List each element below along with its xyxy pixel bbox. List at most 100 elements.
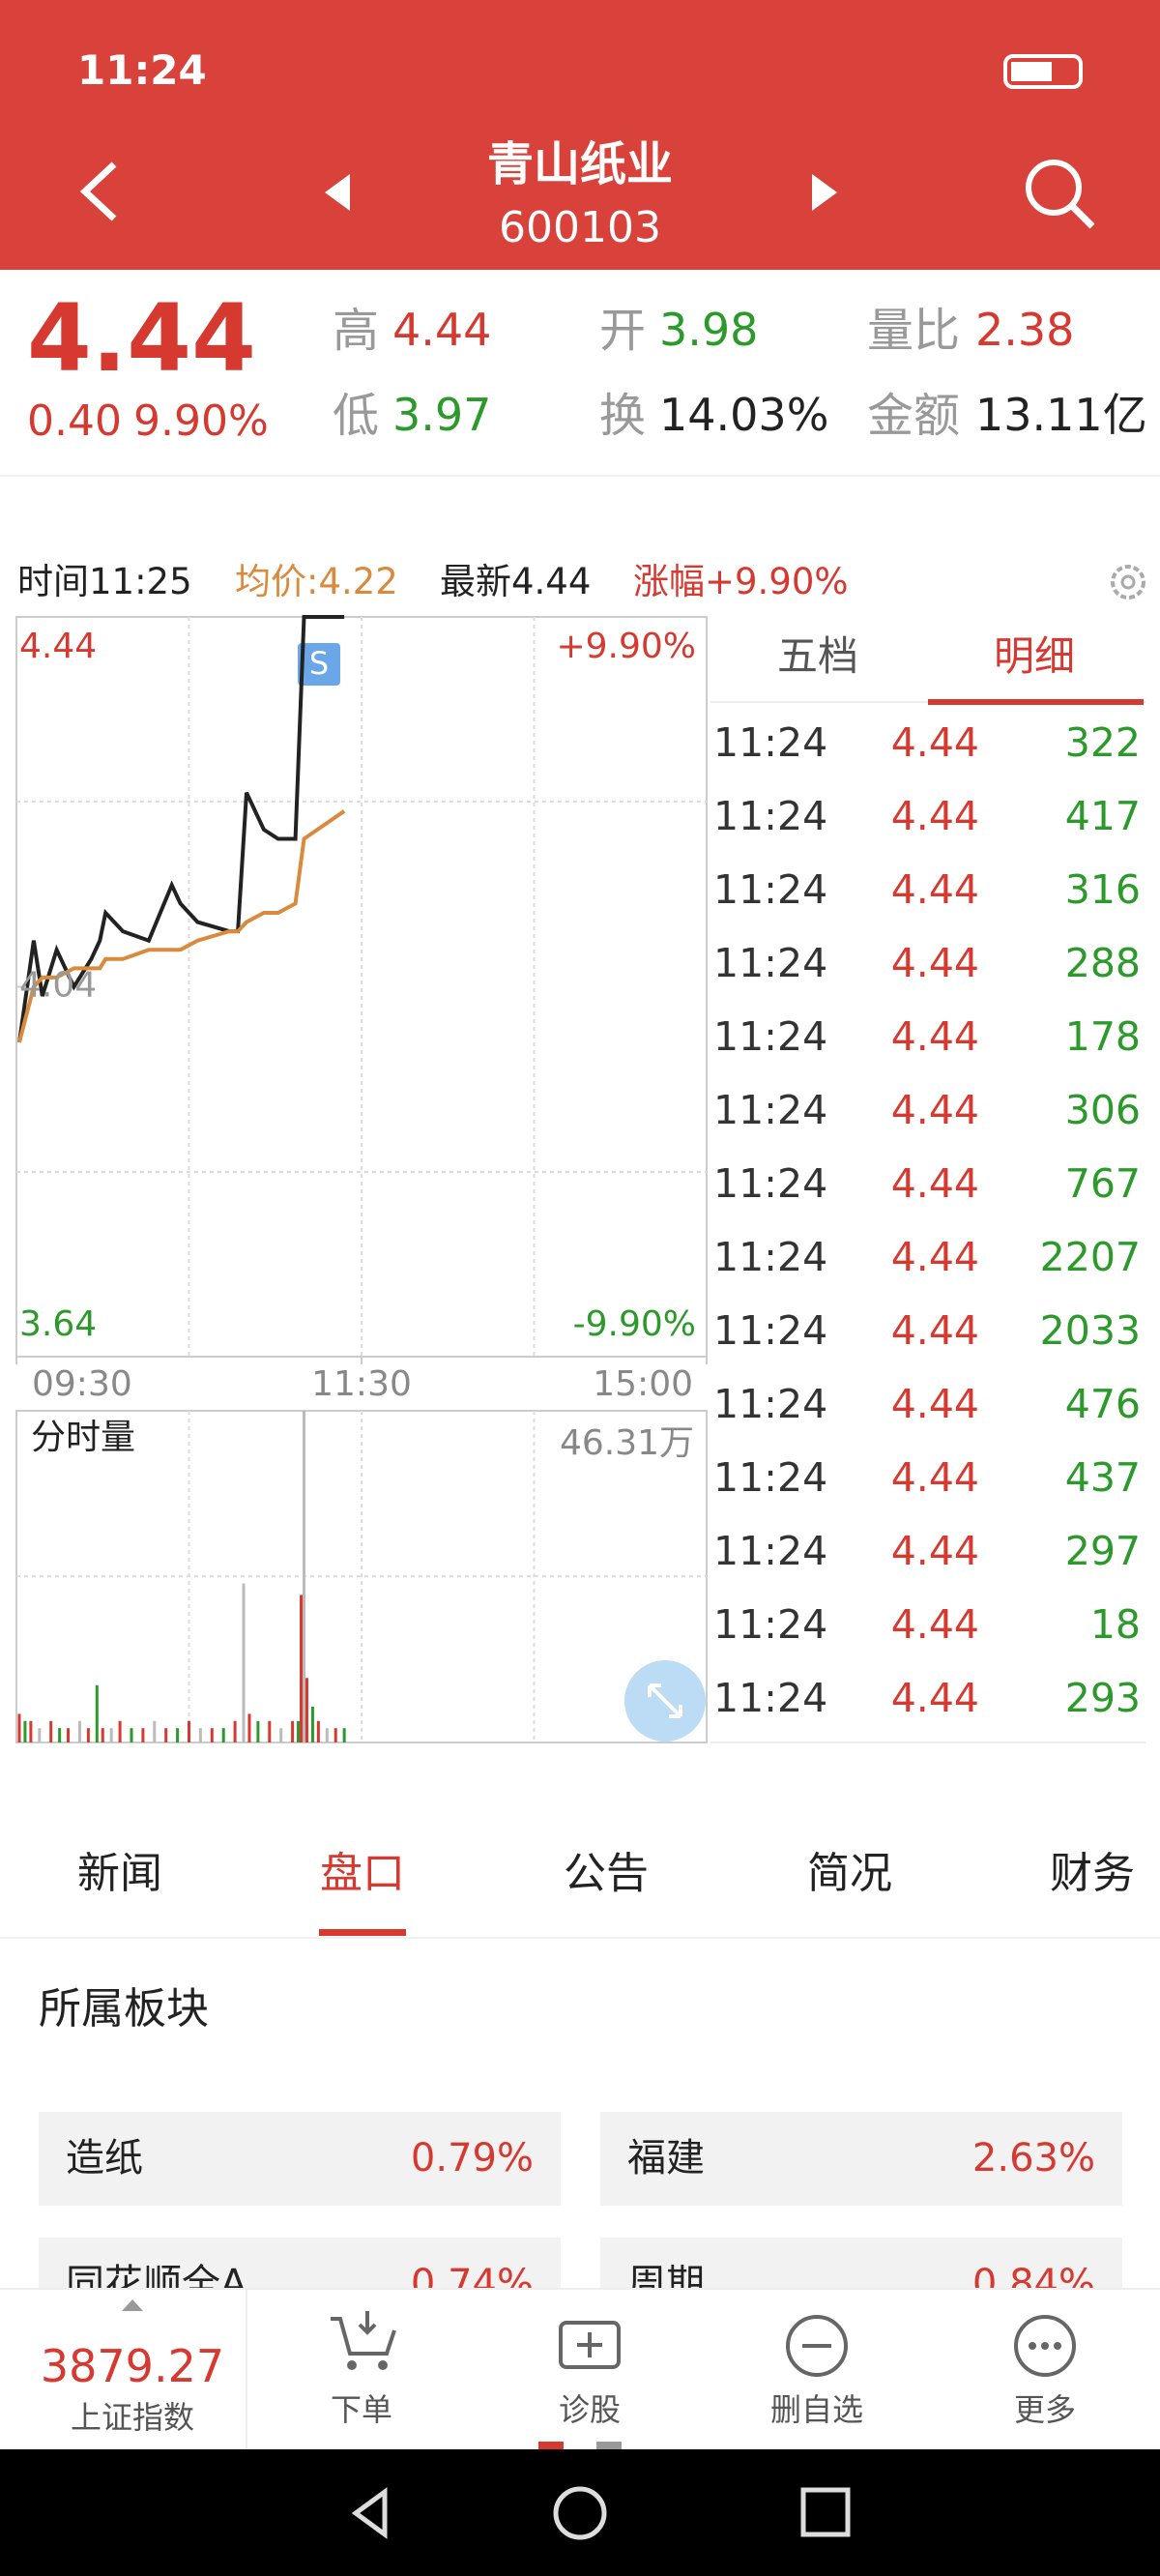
bottom-bar — [0, 2288, 1160, 2451]
trade-time: 11:24 — [713, 1234, 828, 1280]
volume-bar — [77, 1720, 81, 1742]
volume-bar — [210, 1728, 214, 1742]
y-tick-label: 3.64 — [19, 1304, 97, 1344]
volume-bar — [310, 1706, 314, 1742]
header — [0, 0, 1160, 270]
trade-volume: 297 — [1064, 1528, 1141, 1574]
volume-bar — [342, 1728, 346, 1742]
trade-price: 4.44 — [890, 1601, 979, 1648]
trade-price: 4.44 — [890, 940, 979, 986]
trade-time: 11:24 — [713, 1528, 828, 1574]
prev-stock[interactable] — [325, 174, 350, 211]
y-tick-label: 4.04 — [19, 966, 97, 1006]
trade-volume: 417 — [1064, 793, 1141, 839]
stat-label: 低 — [333, 389, 380, 443]
stat-label: 开 — [599, 304, 647, 358]
info-time: 时间11:25 — [17, 561, 192, 602]
nav-recent[interactable] — [800, 2487, 851, 2537]
trade-time: 11:24 — [713, 719, 828, 766]
volume-bar — [268, 1720, 272, 1742]
volume-max: 46.31万 — [560, 1423, 694, 1463]
search[interactable] — [1026, 160, 1082, 216]
detail-panel-frame — [710, 699, 1146, 1743]
stat-label: 量比 — [867, 304, 961, 358]
trade-volume: 322 — [1064, 719, 1141, 766]
volume-bar — [67, 1728, 71, 1742]
sector-title: 所属板块 — [39, 1984, 209, 2034]
volume-bar — [325, 1728, 329, 1742]
svg-text:S: S — [309, 645, 329, 682]
trade-volume: 288 — [1064, 940, 1141, 986]
sector-card[interactable] — [600, 2112, 1122, 2206]
volume-bar — [109, 1728, 113, 1742]
trade-price: 4.44 — [890, 793, 979, 839]
trade-time: 11:24 — [713, 1087, 828, 1133]
sector-name: 福建 — [627, 2136, 705, 2181]
volume-bar — [101, 1728, 104, 1742]
change-pct: 9.90% — [133, 396, 269, 446]
sector-card[interactable] — [39, 2112, 561, 2206]
y2-label: -9.90% — [573, 1304, 696, 1344]
volume-bar — [334, 1728, 337, 1742]
index-name: 上证指数 — [70, 2399, 195, 2436]
index-value[interactable]: 3879.27 — [40, 2340, 225, 2392]
trade-price: 4.44 — [890, 866, 979, 913]
volume-bar — [300, 1595, 304, 1742]
trade-price: 4.44 — [890, 1013, 979, 1060]
volume-bar — [29, 1720, 33, 1742]
tab[interactable]: 简况 — [807, 1849, 892, 1898]
x-tick-label: 11:30 — [311, 1364, 412, 1404]
tab[interactable]: 财务 — [1050, 1849, 1135, 1898]
nav-back[interactable] — [351, 2487, 388, 2539]
trade-volume: 293 — [1064, 1675, 1141, 1721]
stat-label: 换 — [599, 389, 647, 443]
detail-tab[interactable]: 明细 — [993, 632, 1076, 680]
nav-bar — [0, 2449, 1160, 2576]
action[interactable]: 下单 — [330, 2391, 393, 2428]
volume-bar — [233, 1720, 237, 1742]
volume-bar — [130, 1728, 133, 1742]
trade-time: 11:24 — [713, 1307, 828, 1354]
volume-bar — [221, 1728, 225, 1742]
volume-bar — [297, 1720, 301, 1742]
stat-value: 4.44 — [392, 304, 492, 356]
trade-price: 4.44 — [890, 1528, 979, 1574]
trade-time: 11:24 — [713, 1675, 828, 1721]
trade-time: 11:24 — [713, 1601, 828, 1648]
stat-value: 3.98 — [659, 304, 759, 356]
action[interactable]: 删自选 — [769, 2391, 864, 2428]
action[interactable]: 诊股 — [558, 2391, 622, 2428]
volume-bar — [49, 1720, 53, 1742]
y2-label: +9.90% — [556, 627, 696, 666]
volume-bar — [291, 1720, 295, 1742]
stat-value: 13.11亿 — [975, 389, 1147, 441]
settings[interactable] — [1107, 561, 1149, 603]
back-button[interactable] — [79, 161, 117, 221]
x-tick-label: 15:00 — [593, 1364, 693, 1404]
nav-home[interactable] — [553, 2486, 607, 2540]
stat-value: 14.03% — [659, 389, 829, 441]
trade-volume: 2207 — [1039, 1234, 1141, 1280]
trade-volume: 767 — [1064, 1160, 1141, 1207]
tab[interactable]: 盘口 — [320, 1849, 405, 1898]
stat-label: 高 — [333, 304, 380, 358]
tab[interactable]: 新闻 — [77, 1849, 162, 1898]
divider — [0, 1937, 1160, 1939]
stat-value: 2.38 — [975, 304, 1075, 356]
next-stock[interactable] — [812, 174, 837, 211]
trade-time: 11:24 — [713, 1454, 828, 1501]
volume-bar — [23, 1720, 27, 1742]
info-latest: 最新4.44 — [440, 561, 592, 602]
stock-name: 青山纸业 — [486, 137, 674, 191]
change: 0.40 — [27, 396, 122, 446]
volume-bar — [303, 1411, 305, 1742]
action[interactable]: 更多 — [1013, 2391, 1077, 2428]
volume-bar — [188, 1720, 190, 1742]
volume-bar — [17, 1713, 21, 1742]
trade-price: 4.44 — [890, 1160, 979, 1207]
volume-bar — [58, 1728, 62, 1742]
tab[interactable]: 公告 — [564, 1849, 649, 1898]
detail-tab[interactable]: 五档 — [776, 632, 859, 680]
intraday-chart: S 3.64 4.04 4.44 +9.90% -9.90% 09:30 11:30 15:0… — [15, 615, 708, 1743]
trade-time: 11:24 — [713, 866, 828, 913]
